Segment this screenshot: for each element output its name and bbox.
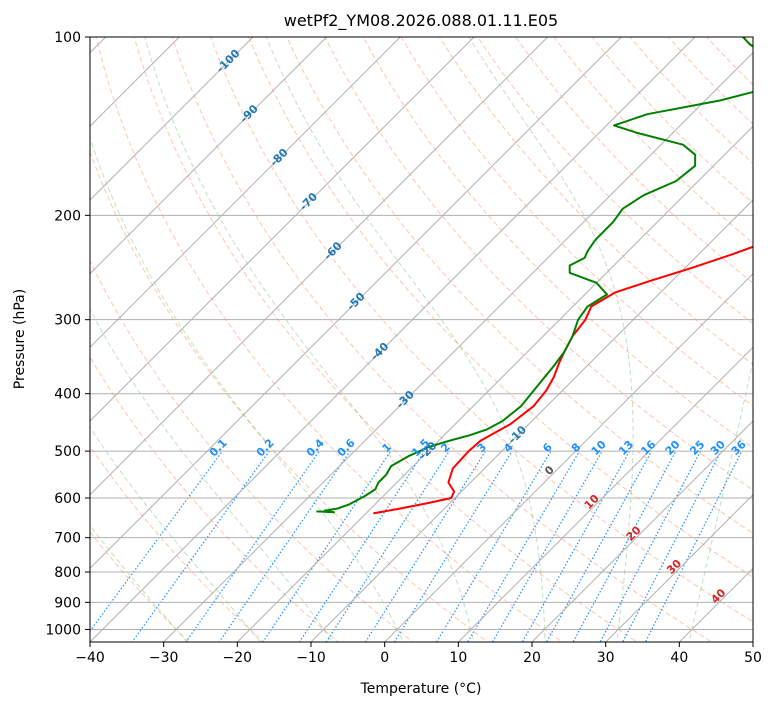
isotherm-line bbox=[90, 37, 254, 201]
mixing-ratio-line bbox=[393, 450, 513, 642]
isotherm-line bbox=[604, 493, 753, 642]
plot-area: -100-90-80-70-60-50-40-30-20-100.1 0.2 0.4… bbox=[90, 37, 753, 642]
dry-adiabat bbox=[90, 445, 265, 642]
y-tick-label: 100 bbox=[54, 30, 81, 46]
mixing-ratio-line bbox=[644, 450, 743, 642]
isotherm-line bbox=[310, 199, 753, 642]
x-tick-label: 50 bbox=[744, 650, 762, 666]
x-tick-label: 30 bbox=[597, 650, 615, 666]
axis-layer: −40 −30 −20 −10 0 10 20 30 40 50 100 200 300 400 500 60… bbox=[45, 30, 762, 666]
isotherm-line bbox=[162, 51, 753, 642]
x-tick-label: −30 bbox=[149, 650, 179, 666]
dry-adiabat bbox=[515, 37, 753, 284]
y-tick-label: 900 bbox=[54, 595, 81, 611]
x-axis-label: Temperature (°C) bbox=[360, 681, 482, 697]
dry-adiabat bbox=[248, 37, 753, 578]
mixing-ratio-line bbox=[491, 450, 603, 642]
dry-adiabat bbox=[477, 37, 753, 325]
y-tick-label: 600 bbox=[54, 491, 81, 507]
isotherm-line bbox=[531, 420, 753, 642]
x-tick-label: −40 bbox=[75, 650, 105, 666]
x-tick-label: 0 bbox=[380, 650, 389, 666]
mixing-ratio-line bbox=[545, 450, 653, 642]
dry-adiabat bbox=[90, 259, 414, 642]
y-tick-label: 1000 bbox=[45, 622, 81, 638]
isotherm-line bbox=[457, 346, 753, 642]
isotherm-line bbox=[383, 272, 753, 642]
series-layer bbox=[316, 37, 753, 515]
x-tick-label: 40 bbox=[670, 650, 688, 666]
y-axis-label: Pressure (hPa) bbox=[12, 289, 28, 389]
isotherm-line bbox=[236, 125, 753, 642]
moist-adiabat bbox=[265, 37, 546, 642]
x-tick-label: −20 bbox=[223, 650, 253, 666]
mixing-ratio-line bbox=[218, 450, 351, 642]
isotherm-line bbox=[90, 37, 696, 642]
chart-title: wetPf2_YM08.2026.088.01.11.E05 bbox=[284, 11, 558, 31]
mixing-ratio-line bbox=[364, 450, 486, 642]
mixing-ratio-line bbox=[521, 450, 631, 642]
grid-layer bbox=[90, 37, 753, 642]
x-tick-label: 20 bbox=[523, 650, 541, 666]
isotherm-line bbox=[90, 37, 402, 349]
x-tick-label: 10 bbox=[449, 650, 467, 666]
moist-adiabat bbox=[144, 37, 475, 642]
dry-adiabat bbox=[133, 37, 638, 642]
isotherm-line bbox=[90, 37, 328, 275]
dry-adiabat bbox=[209, 37, 753, 623]
y-tick-label: 300 bbox=[54, 313, 81, 329]
mixing-ratio-line bbox=[262, 450, 392, 642]
y-tick-label: 500 bbox=[54, 444, 81, 460]
isotherm-line bbox=[90, 37, 181, 128]
dry-adiabat bbox=[95, 37, 564, 642]
temperature-line bbox=[373, 245, 753, 515]
isotherm-line bbox=[90, 37, 475, 422]
dry-adiabat bbox=[362, 37, 753, 449]
isotherm-line bbox=[90, 37, 623, 570]
y-tick-label: 400 bbox=[54, 387, 81, 403]
mixing-ratio-line bbox=[435, 450, 552, 642]
dry-adiabat bbox=[171, 37, 713, 642]
y-tick-label: 200 bbox=[54, 208, 81, 224]
plot-frame bbox=[89, 36, 754, 643]
mixing-ratio-line bbox=[185, 450, 320, 642]
dewpoint-line bbox=[316, 37, 753, 514]
y-tick-label: 700 bbox=[54, 531, 81, 547]
dry-adiabat bbox=[90, 531, 190, 642]
isotherm-line bbox=[90, 37, 549, 496]
moist-adiabat bbox=[90, 308, 333, 642]
x-tick-label: −10 bbox=[296, 650, 326, 666]
dry-adiabat bbox=[400, 37, 753, 407]
mixing-ratio-line bbox=[621, 450, 722, 642]
y-tick-label: 800 bbox=[54, 565, 81, 581]
moist-adiabat bbox=[90, 524, 188, 642]
